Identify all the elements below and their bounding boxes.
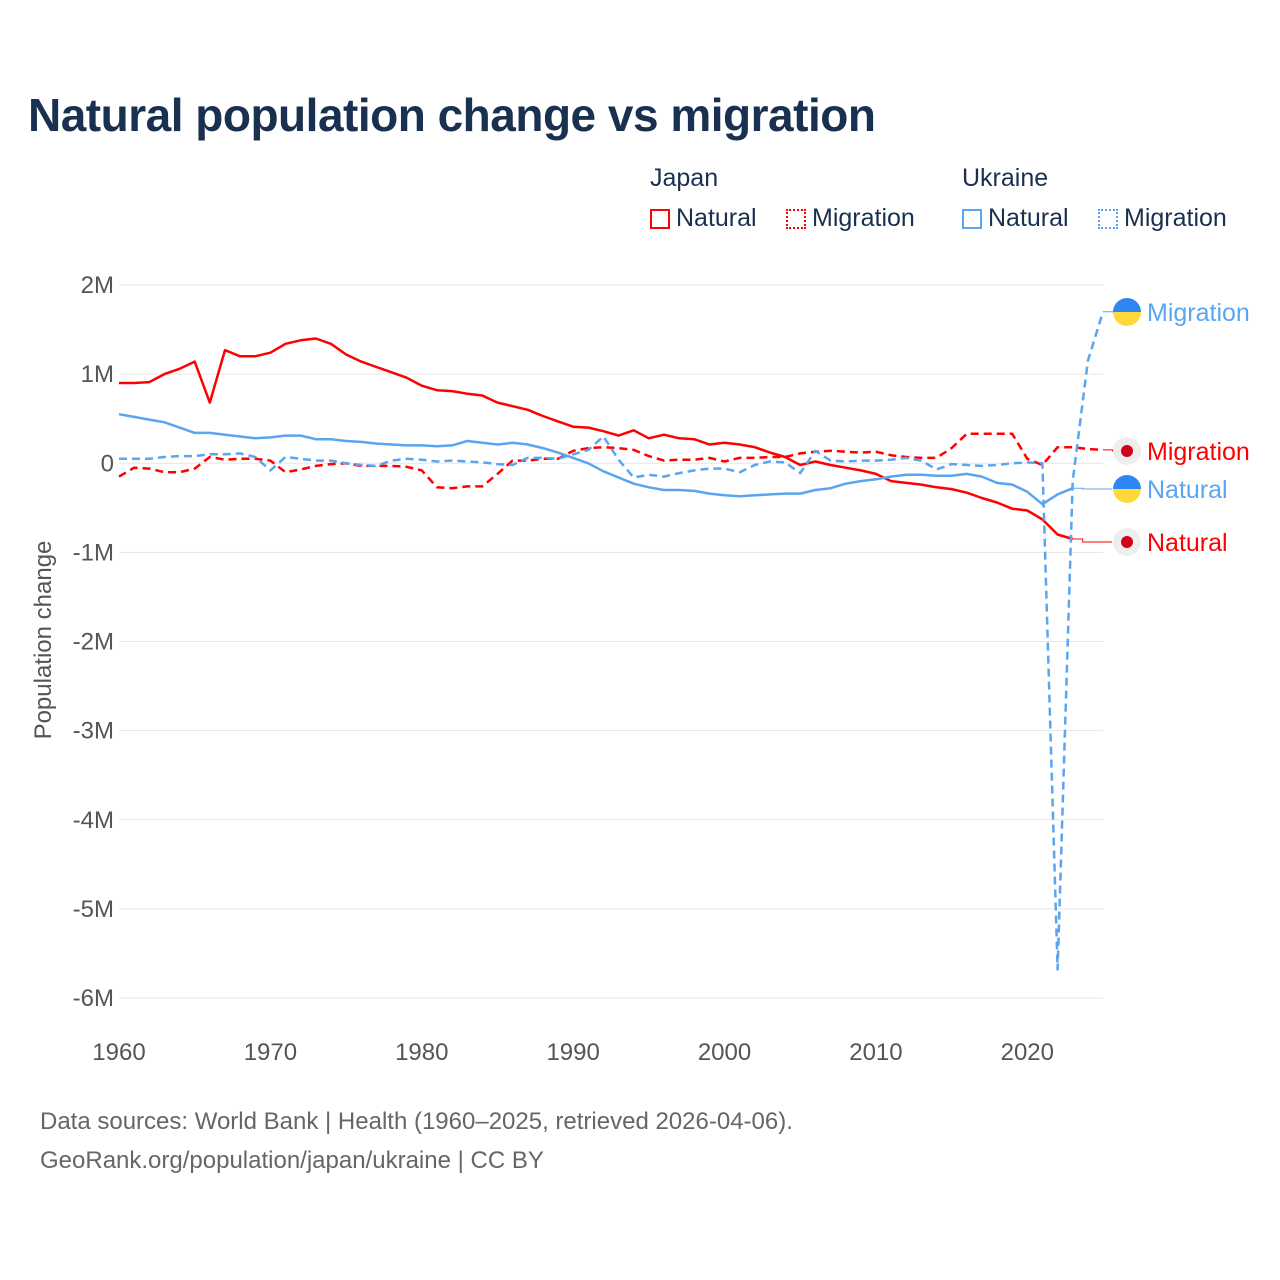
flag-blue bbox=[1113, 475, 1141, 489]
y-axis-label: Population change bbox=[30, 541, 57, 740]
x-tick-label: 1980 bbox=[395, 1039, 448, 1066]
x-tick-label: 2010 bbox=[849, 1039, 902, 1066]
end-label: Migration bbox=[1147, 438, 1250, 466]
legend-label: Natural bbox=[676, 204, 757, 232]
legend-label: Migration bbox=[812, 204, 915, 232]
legend-label: Natural bbox=[988, 204, 1069, 232]
series-line-japan-natural bbox=[119, 337, 1074, 541]
end-label: Natural bbox=[1147, 529, 1228, 557]
solid-swatch-icon bbox=[962, 208, 982, 229]
x-tick-label: 2000 bbox=[698, 1039, 751, 1066]
flag-yellow bbox=[1113, 489, 1141, 503]
legend-japan-migration[interactable]: Migration bbox=[786, 204, 915, 233]
end-label: Natural bbox=[1147, 476, 1228, 504]
flag-blue bbox=[1113, 298, 1141, 312]
x-tick-label: 1960 bbox=[92, 1039, 145, 1066]
x-tick-label: 1970 bbox=[244, 1039, 297, 1066]
flag-yellow bbox=[1113, 312, 1141, 326]
japan-flag-icon bbox=[1113, 528, 1141, 556]
chart-title: Natural population change vs migration bbox=[28, 89, 876, 141]
legend-ukraine-migration[interactable]: Migration bbox=[1098, 204, 1227, 233]
solid-swatch-icon bbox=[650, 208, 670, 229]
series-line-japan-migration bbox=[118, 432, 1104, 490]
x-tick-label: 2020 bbox=[1001, 1039, 1054, 1066]
x-tick-label: 1990 bbox=[546, 1039, 599, 1066]
footer-source: Data sources: World Bank | Health (1960–… bbox=[40, 1108, 793, 1135]
ukraine-flag-icon bbox=[1113, 298, 1141, 326]
label-connector bbox=[1103, 449, 1114, 452]
series-line-ukraine-natural bbox=[118, 412, 1074, 506]
flag-red-disc bbox=[1121, 445, 1133, 457]
y-tick-label: -2M bbox=[73, 629, 114, 656]
legend-ukraine-natural[interactable]: Natural bbox=[962, 204, 1069, 233]
legend-japan-natural[interactable]: Natural bbox=[650, 204, 757, 233]
flag-red-disc bbox=[1121, 536, 1133, 548]
legend-group-japan: Japan bbox=[650, 164, 719, 192]
japan-flag-icon bbox=[1113, 437, 1141, 465]
footer-link[interactable]: GeoRank.org/population/japan/ukraine | C… bbox=[40, 1147, 544, 1174]
series-line-ukraine-migration bbox=[119, 311, 1105, 971]
y-tick-label: -4M bbox=[73, 807, 114, 834]
y-tick-label: -3M bbox=[73, 718, 114, 745]
y-tick-label: -5M bbox=[73, 896, 114, 923]
y-tick-label: -1M bbox=[73, 539, 114, 566]
y-tick-label: 2M bbox=[81, 272, 114, 299]
y-tick-label: -6M bbox=[73, 985, 114, 1012]
dotted-swatch-icon bbox=[1098, 208, 1118, 229]
label-connector bbox=[1072, 538, 1112, 543]
legend-group-ukraine: Ukraine bbox=[962, 164, 1049, 192]
legend-label: Migration bbox=[1124, 204, 1227, 232]
ukraine-flag-icon bbox=[1113, 475, 1141, 503]
end-label: Migration bbox=[1147, 299, 1250, 327]
dotted-swatch-icon bbox=[786, 208, 806, 229]
label-connector bbox=[1072, 487, 1112, 490]
y-tick-label: 1M bbox=[81, 361, 114, 388]
y-tick-label: 0 bbox=[101, 450, 114, 477]
